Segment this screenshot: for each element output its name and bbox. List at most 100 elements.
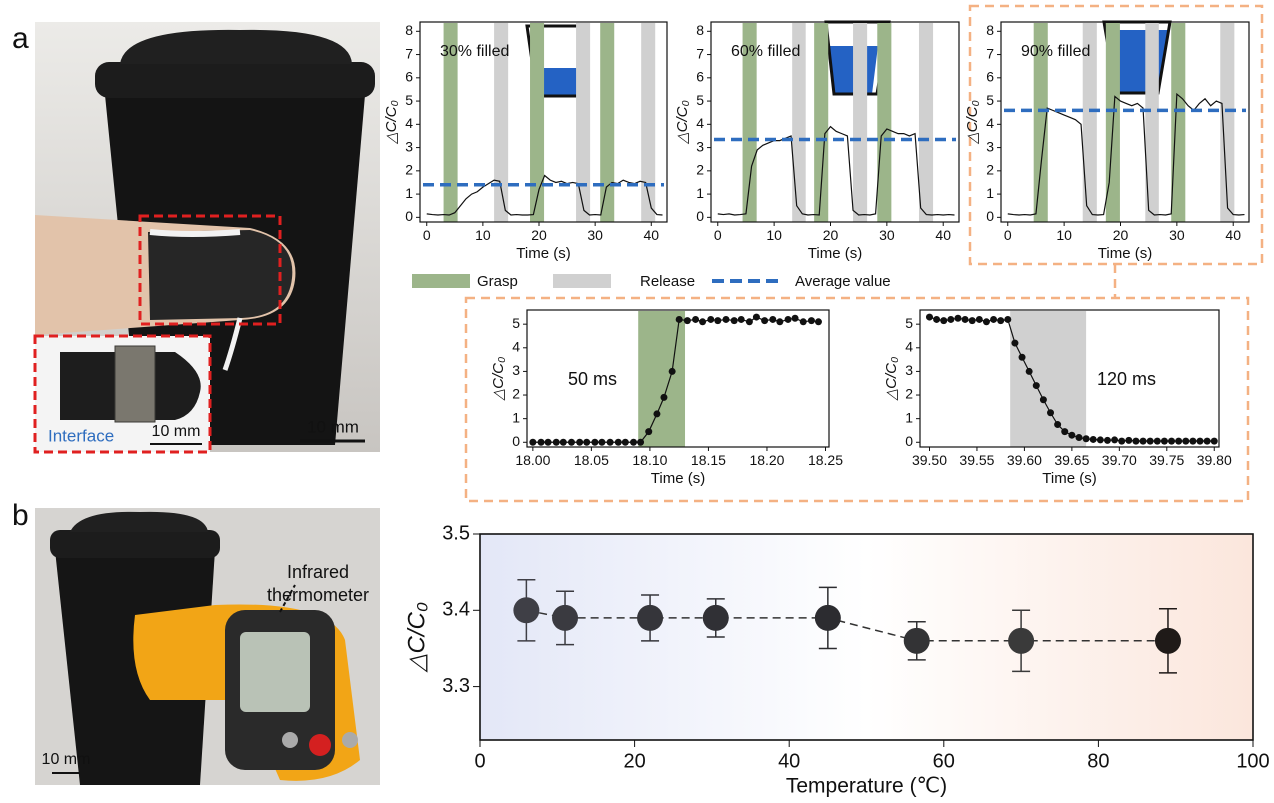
data-point [947, 315, 955, 323]
data-point [598, 438, 606, 446]
data-point [925, 313, 933, 321]
y-tick-label: 5 [696, 92, 704, 108]
data-point [933, 315, 941, 323]
y-tick-label: 1 [905, 409, 913, 425]
x-axis-label: Time (s) [1098, 245, 1152, 262]
grasp-band [814, 23, 829, 222]
y-tick-label: 1 [512, 409, 520, 425]
x-tick-label: 40 [1225, 227, 1241, 243]
data-point [737, 315, 745, 323]
data-point [1168, 437, 1176, 445]
plot-background [480, 534, 1253, 740]
x-tick-label: 0 [423, 227, 431, 243]
chart: 0 10 20 30 40 0 1 2 3 4 5 6 7 8 Time (s) △C/C₀ 30% fille… [383, 21, 668, 262]
x-tick-label: 40 [935, 227, 951, 243]
y-tick-label: 7 [405, 45, 413, 61]
x-tick-label: 20 [623, 750, 645, 772]
y-tick-label: 4 [986, 115, 994, 131]
data-point [769, 315, 777, 323]
grasp-band [877, 23, 892, 222]
data-point [1203, 437, 1211, 445]
data-point [940, 317, 948, 325]
data-point [637, 604, 664, 631]
data-point [1154, 627, 1181, 654]
y-tick-label: 3 [696, 138, 704, 154]
data-point [752, 313, 760, 321]
y-tick-label: 3 [405, 138, 413, 154]
x-tick-label: 0 [714, 227, 722, 243]
x-tick-label: 18.20 [749, 452, 784, 468]
data-point [1082, 435, 1090, 443]
release-band [1145, 23, 1159, 222]
phase-band [1010, 311, 1087, 447]
x-axis-label: Time (s) [1042, 470, 1096, 487]
legend-label: Average value [795, 273, 891, 290]
x-tick-label: 39.50 [912, 452, 947, 468]
data-point [730, 317, 738, 325]
data-point [1025, 367, 1033, 375]
data-point [1047, 409, 1055, 417]
x-tick-label: 18.00 [515, 452, 550, 468]
grasp-band [530, 23, 545, 222]
data-point [1096, 436, 1104, 444]
y-tick-label: 3 [512, 362, 520, 378]
data-point [606, 438, 614, 446]
data-point [954, 314, 962, 322]
y-tick-label: 2 [405, 162, 413, 178]
data-point [668, 367, 676, 375]
grasp-band [1033, 23, 1048, 222]
x-axis-label: Time (s) [808, 245, 862, 262]
data-point [990, 315, 998, 323]
y-tick-label: 1 [986, 185, 994, 201]
data-point [722, 315, 730, 323]
data-point [567, 438, 575, 446]
y-tick-label: 0 [905, 433, 913, 449]
release-band [1082, 23, 1097, 222]
x-tick-label: 39.70 [1102, 452, 1137, 468]
x-tick-label: 18.15 [691, 452, 726, 468]
data-point [1004, 315, 1012, 323]
y-axis-label: △C/C₀ [383, 100, 400, 145]
y-tick-label: 7 [986, 45, 994, 61]
legend-label: Release [640, 273, 695, 290]
data-point [637, 438, 645, 446]
signal-line [717, 125, 955, 216]
data-point [630, 438, 638, 446]
data-point [614, 438, 622, 446]
y-tick-label: 2 [905, 386, 913, 402]
data-point [997, 317, 1005, 325]
chart-title: 30% filled [440, 43, 509, 60]
plot-frame [479, 533, 1254, 741]
data-point [776, 318, 784, 326]
data-point [1008, 627, 1035, 654]
photo-label: Interface [48, 426, 114, 445]
y-tick-label: 4 [405, 115, 413, 131]
legend-swatch [553, 274, 611, 288]
data-point [1089, 435, 1097, 443]
x-tick-label: 10 [475, 227, 491, 243]
data-point [544, 438, 552, 446]
signal-line [426, 174, 663, 216]
y-axis-label: △C/C₀ [883, 357, 900, 402]
scale-label: 10 mm [307, 417, 359, 436]
data-point [660, 393, 668, 401]
data-point [968, 317, 976, 325]
data-point [537, 438, 545, 446]
legend-swatch [412, 274, 470, 288]
data-point [513, 597, 540, 624]
data-point [591, 438, 599, 446]
data-point [745, 318, 753, 326]
data-point [1068, 431, 1076, 439]
y-axis-label: △C/C₀ [964, 100, 981, 145]
x-tick-label: 100 [1236, 750, 1269, 772]
y-tick-label: 3 [905, 362, 913, 378]
x-tick-label: 39.55 [959, 452, 994, 468]
data-point [814, 604, 841, 631]
x-tick-label: 20 [531, 227, 547, 243]
y-tick-label: 3 [986, 138, 994, 154]
data-point [784, 315, 792, 323]
plot-frame [1000, 21, 1250, 223]
x-tick-label: 80 [1087, 750, 1109, 772]
release-band [641, 23, 656, 222]
data-point [1189, 437, 1197, 445]
